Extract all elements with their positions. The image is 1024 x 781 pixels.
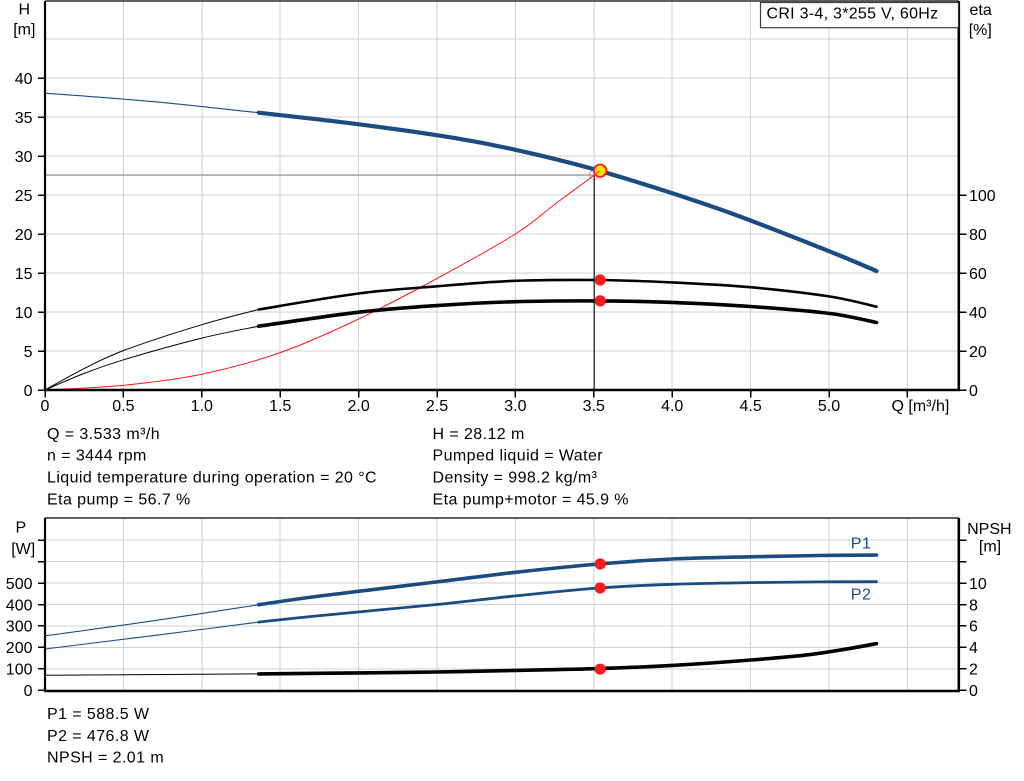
- svg-text:P2 = 476.8 W: P2 = 476.8 W: [47, 728, 150, 745]
- svg-text:1.5: 1.5: [269, 398, 291, 415]
- svg-text:[W]: [W]: [11, 541, 35, 558]
- svg-text:0: 0: [24, 683, 33, 700]
- svg-text:10: 10: [15, 305, 33, 322]
- svg-text:[m]: [m]: [979, 539, 1001, 556]
- svg-text:4.0: 4.0: [661, 398, 683, 415]
- svg-text:Eta pump = 56.7 %: Eta pump = 56.7 %: [47, 491, 191, 508]
- svg-text:P: P: [15, 520, 26, 537]
- svg-text:25: 25: [15, 188, 33, 205]
- svg-text:6: 6: [969, 619, 978, 636]
- svg-text:0: 0: [24, 383, 33, 400]
- svg-text:30: 30: [15, 149, 33, 166]
- svg-text:10: 10: [969, 576, 987, 593]
- svg-text:[%]: [%]: [969, 22, 992, 39]
- svg-text:40: 40: [15, 71, 33, 88]
- svg-text:40: 40: [969, 305, 987, 322]
- svg-text:n = 3444 rpm: n = 3444 rpm: [47, 448, 147, 465]
- svg-text:500: 500: [6, 576, 33, 593]
- svg-text:1.0: 1.0: [191, 398, 213, 415]
- svg-text:H = 28.12 m: H = 28.12 m: [433, 426, 525, 443]
- svg-text:0: 0: [969, 383, 978, 400]
- svg-text:P1: P1: [851, 536, 872, 553]
- svg-text:Liquid temperature during oper: Liquid temperature during operation = 20…: [47, 470, 377, 487]
- svg-text:15: 15: [15, 266, 33, 283]
- svg-text:80: 80: [969, 227, 987, 244]
- svg-text:200: 200: [6, 640, 33, 657]
- svg-text:Pumped liquid = Water: Pumped liquid = Water: [433, 448, 604, 465]
- svg-text:2.0: 2.0: [347, 398, 369, 415]
- svg-text:Density = 998.2 kg/m³: Density = 998.2 kg/m³: [433, 470, 598, 487]
- svg-text:20: 20: [969, 344, 987, 361]
- svg-text:P2: P2: [851, 586, 872, 603]
- svg-text:400: 400: [6, 597, 33, 614]
- svg-text:4: 4: [969, 640, 978, 657]
- svg-text:eta: eta: [970, 2, 992, 19]
- svg-text:0: 0: [41, 398, 50, 415]
- svg-text:5: 5: [24, 344, 33, 361]
- svg-text:NPSH: NPSH: [967, 521, 1011, 538]
- svg-text:2.5: 2.5: [426, 398, 448, 415]
- svg-text:Eta pump+motor = 45.9 %: Eta pump+motor = 45.9 %: [433, 491, 629, 508]
- svg-text:100: 100: [969, 188, 996, 205]
- svg-text:Q [m³/h]: Q [m³/h]: [892, 398, 950, 415]
- svg-text:300: 300: [6, 619, 33, 636]
- svg-text:2: 2: [969, 662, 978, 679]
- svg-text:100: 100: [6, 662, 33, 679]
- svg-text:3.5: 3.5: [583, 398, 605, 415]
- svg-text:8: 8: [969, 597, 978, 614]
- svg-text:3.0: 3.0: [504, 398, 526, 415]
- svg-text:35: 35: [15, 110, 33, 127]
- svg-text:[m]: [m]: [13, 22, 35, 39]
- svg-text:5.0: 5.0: [818, 398, 840, 415]
- svg-text:0.5: 0.5: [112, 398, 134, 415]
- svg-text:Q = 3.533 m³/h: Q = 3.533 m³/h: [47, 426, 160, 443]
- svg-text:CRI 3-4, 3*255 V, 60Hz: CRI 3-4, 3*255 V, 60Hz: [767, 6, 939, 23]
- svg-text:0: 0: [969, 683, 978, 700]
- svg-text:60: 60: [969, 266, 987, 283]
- svg-text:NPSH = 2.01 m: NPSH = 2.01 m: [47, 750, 164, 767]
- svg-text:H: H: [19, 2, 31, 19]
- svg-text:20: 20: [15, 227, 33, 244]
- svg-text:4.5: 4.5: [739, 398, 761, 415]
- svg-text:P1 = 588.5 W: P1 = 588.5 W: [47, 706, 150, 723]
